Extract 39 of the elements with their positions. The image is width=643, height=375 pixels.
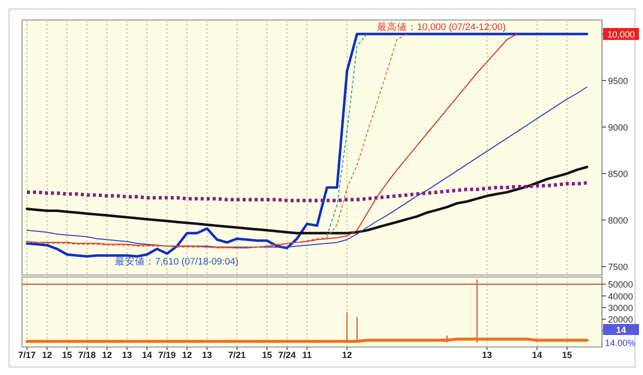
x-tick-label: 11 (302, 350, 312, 360)
x-tick-label: 12 (42, 350, 52, 360)
x-tick-label: 7/24 (278, 350, 296, 360)
x-tick-label: 7/17 (18, 350, 36, 360)
x-tick-label: 7/19 (158, 350, 176, 360)
annotation: 最高値：10,000 (07/24-12:00) (377, 20, 506, 33)
line-series (26, 34, 518, 248)
x-tick-label: 15 (562, 350, 572, 360)
x-tick-label: 13 (482, 350, 492, 360)
x-tick-label: 14 (532, 350, 542, 360)
text: 14 (616, 325, 626, 335)
x-tick-label: 13 (202, 350, 212, 360)
annotation: 最安値：7,610 (07/18-09:04) (115, 255, 238, 268)
line-series (26, 34, 408, 248)
y-tick-label: 9000 (608, 122, 628, 133)
x-tick-label: 7/18 (78, 350, 96, 360)
line-series (26, 166, 588, 234)
x-tick-label: 14 (142, 350, 152, 360)
y-tick-label: 8500 (608, 169, 628, 180)
line-series (26, 32, 588, 258)
line-series (25, 181, 589, 202)
x-tick-label: 12 (102, 350, 112, 360)
y-tick-label: 7500 (608, 262, 628, 272)
x-tick-label: 15 (262, 350, 272, 360)
x-tick-label: 15 (62, 350, 72, 360)
y-tick-label: 8000 (608, 216, 628, 226)
line-series (26, 86, 588, 248)
x-tick-label: 7/21 (228, 350, 246, 360)
x-tick-label: 12 (182, 350, 192, 360)
y-tick-label: 9500 (608, 76, 628, 86)
text: 14.00% (605, 338, 636, 348)
line-series (326, 34, 368, 236)
y-tick-label: 40000 (608, 291, 634, 302)
x-tick-label: 12 (342, 350, 352, 360)
x-tick-label: 13 (122, 350, 132, 360)
y-tick-label: 10,000 (607, 29, 635, 40)
y-tick-label: 20000 (608, 314, 634, 325)
y-tick-label: 30000 (608, 303, 634, 314)
y-tick-label: 50000 (608, 280, 634, 290)
